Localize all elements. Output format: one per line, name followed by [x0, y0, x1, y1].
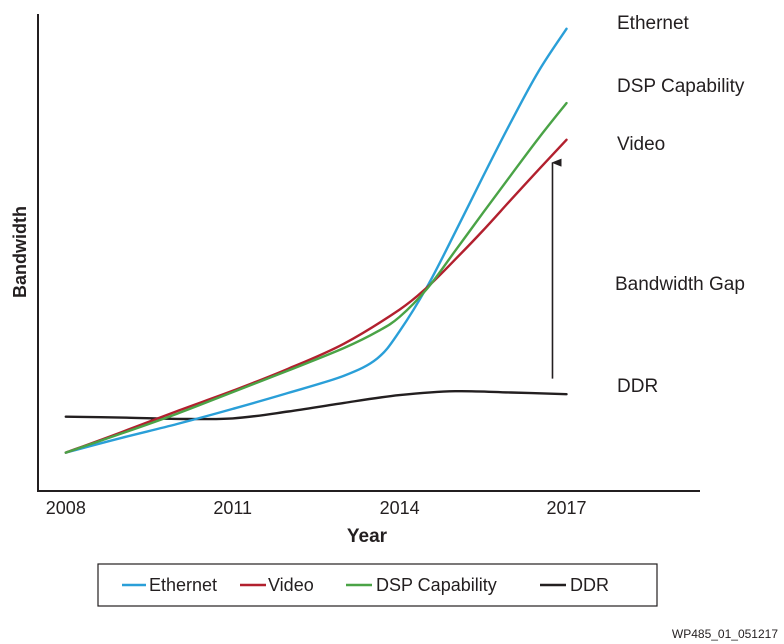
x-tick-label: 2017: [546, 498, 586, 518]
legend: Ethernet Video DSP Capability DDR: [97, 563, 658, 607]
legend-label-video: Video: [268, 575, 314, 595]
x-tick-label: 2014: [380, 498, 420, 518]
x-tick-labels: 2008 2011 2014 2017: [46, 498, 587, 518]
series-line-ethernet: [64, 27, 568, 454]
legend-item-video: Video: [240, 575, 314, 595]
annotation-ddr: DDR: [617, 376, 658, 397]
legend-item-ddr: DDR: [540, 575, 609, 595]
series-line-ddr: [64, 389, 568, 421]
figure-id: WP485_01_051217: [672, 627, 778, 641]
x-tick-label: 2011: [213, 498, 252, 518]
x-axis-label: Year: [347, 526, 388, 547]
series-lines: [64, 27, 568, 454]
legend-item-ethernet: Ethernet: [122, 575, 217, 595]
legend-label-dsp-capability: DSP Capability: [376, 575, 497, 595]
x-tick-label: 2008: [46, 498, 86, 518]
legend-label-ethernet: Ethernet: [149, 575, 217, 595]
legend-item-dsp-capability: DSP Capability: [346, 575, 497, 595]
annotation-video: Video: [617, 134, 665, 155]
legend-label-ddr: DDR: [570, 575, 609, 595]
y-axis-label: Bandwidth: [10, 206, 30, 298]
annotation-dsp-capability: DSP Capability: [617, 76, 745, 97]
bandwidth-gap-label: Bandwidth Gap: [615, 274, 745, 295]
annotation-ethernet: Ethernet: [617, 13, 690, 34]
series-line-video: [64, 138, 568, 454]
series-annotations: Ethernet DSP Capability Video DDR: [617, 13, 745, 397]
series-line-dsp-capability: [64, 101, 568, 454]
axes: [37, 14, 700, 492]
